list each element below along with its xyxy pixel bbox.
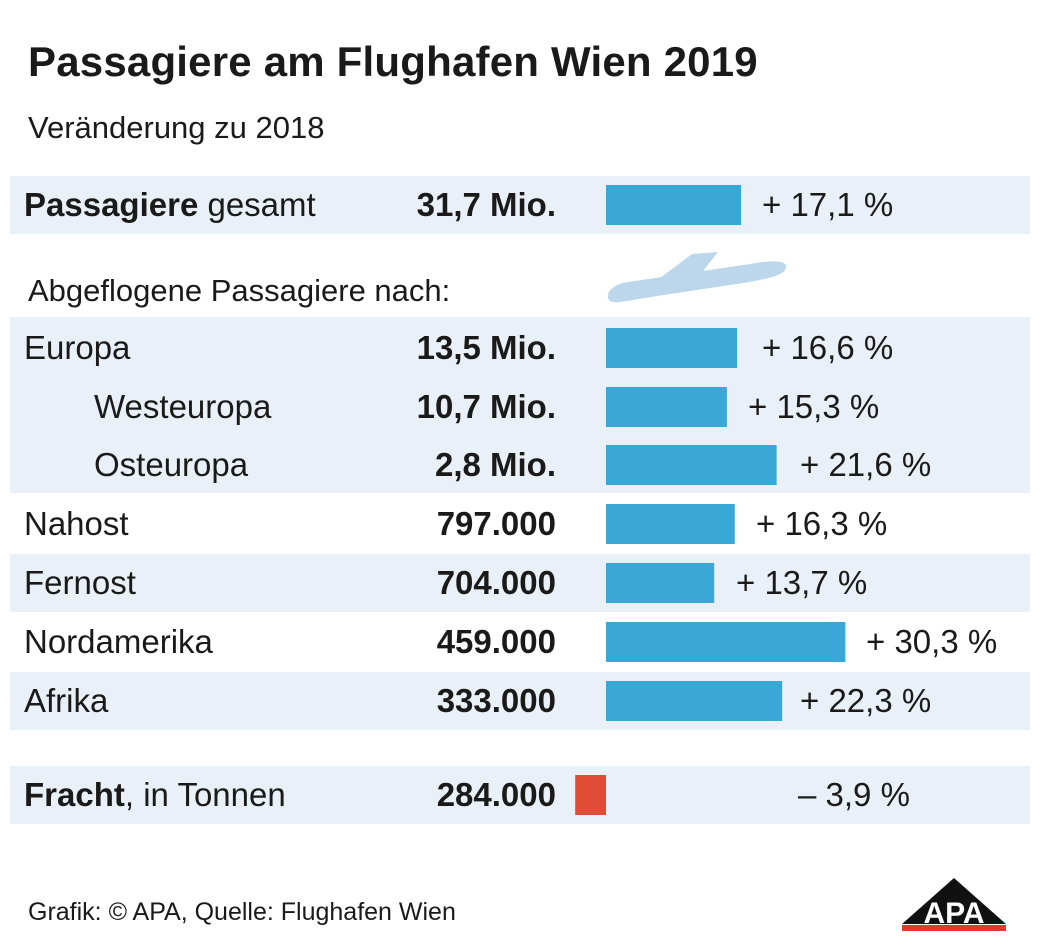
row-label: Europa: [24, 329, 131, 366]
row-label-rest: gesamt: [198, 186, 316, 223]
row-change-label: + 21,6 %: [800, 446, 932, 483]
row-europa: Europa 13,5 Mio. + 16,6 %: [0, 319, 1040, 377]
row-label-rest: , in Tonnen: [124, 776, 286, 813]
row-value: 284.000: [436, 776, 556, 813]
row-nahost: Nahost 797.000 + 16,3 %: [0, 495, 1040, 553]
row-label: Westeuropa: [94, 388, 272, 425]
apa-logo-icon: APA: [902, 878, 1006, 931]
row-afrika: Afrika 333.000 + 22,3 %: [0, 672, 1040, 730]
row-value: 459.000: [436, 623, 556, 660]
row-change-label: + 22,3 %: [800, 682, 932, 719]
row-label: Fernost: [24, 564, 136, 601]
row-label: Nahost: [24, 505, 129, 542]
row-label: Passagiere gesamt: [24, 176, 316, 234]
source-footer: Grafik: © APA, Quelle: Flughafen Wien: [28, 898, 456, 926]
row-label: Nordamerika: [24, 623, 213, 660]
apa-logo-text: APA: [923, 897, 984, 930]
row-westeuropa: Westeuropa 10,7 Mio. + 15,3 %: [0, 378, 1040, 436]
row-fracht: Fracht, in Tonnen 284.000 – 3,9 %: [0, 766, 1040, 824]
row-value: 13,5 Mio.: [416, 329, 556, 366]
band-total: [10, 176, 1030, 234]
row-value: 31,7 Mio.: [416, 186, 556, 223]
band-nahost: [10, 554, 1030, 612]
chart-title: Passagiere am Flughafen Wien 2019: [28, 38, 758, 85]
row-label: Fracht, in Tonnen: [24, 766, 286, 824]
band-fracht: [10, 766, 1030, 824]
row-osteuropa: Osteuropa 2,8 Mio. + 21,6 %: [0, 436, 1040, 494]
row-value: 704.000: [436, 564, 556, 601]
band-regions: [10, 317, 1030, 493]
row-change-label: + 16,6 %: [762, 329, 894, 366]
row-label-bold: Fracht: [24, 776, 125, 813]
row-change-label: – 3,9 %: [798, 776, 910, 813]
row-label: Afrika: [24, 682, 109, 719]
row-label-bold: Passagiere: [24, 186, 199, 223]
row-value: 333.000: [436, 682, 556, 719]
chart-subtitle: Veränderung zu 2018: [28, 110, 325, 145]
row-change-label: + 17,1 %: [762, 186, 894, 223]
row-change-label: + 15,3 %: [748, 388, 880, 425]
row-fernost: Fernost 704.000 + 13,7 %: [0, 554, 1040, 612]
row-value: 10,7 Mio.: [416, 388, 556, 425]
row-total: Passagiere gesamt 31,7 Mio. + 17,1 %: [0, 176, 1040, 234]
row-change-label: + 16,3 %: [756, 505, 888, 542]
row-value: 797.000: [436, 505, 556, 542]
section-label: Abgeflogene Passagiere nach:: [28, 273, 451, 308]
airplane-icon: [607, 252, 787, 303]
row-label: Osteuropa: [94, 446, 249, 483]
band-nordamerika: [10, 672, 1030, 730]
row-change-label: + 13,7 %: [736, 564, 868, 601]
row-change-label: + 30,3 %: [866, 623, 998, 660]
row-value: 2,8 Mio.: [434, 446, 556, 483]
row-nordamerika: Nordamerika 459.000 + 30,3 %: [0, 613, 1040, 671]
